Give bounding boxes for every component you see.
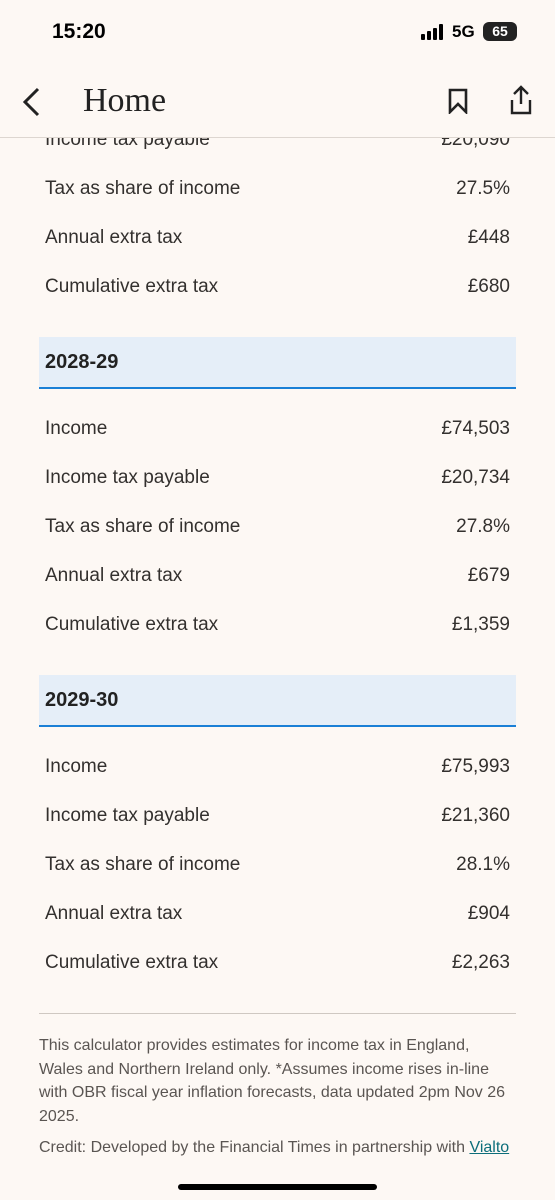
row-value: £679 xyxy=(467,564,510,586)
divider xyxy=(39,1013,516,1014)
row-label: Income tax payable xyxy=(45,804,210,826)
row-label: Tax as share of income xyxy=(45,853,241,875)
battery: 65 xyxy=(483,22,517,41)
row-label: Tax as share of income xyxy=(45,515,241,537)
table-row: Tax as share of income 28.1% xyxy=(0,840,555,889)
row-value: £904 xyxy=(467,902,510,924)
credit: Credit: Developed by the Financial Times… xyxy=(39,1136,516,1160)
content: Income tax payable £20,090 Tax as share of… xyxy=(0,138,555,1200)
row-value: £2,263 xyxy=(451,951,510,973)
credit-link[interactable]: Vialto xyxy=(469,1139,510,1156)
row-label: Annual extra tax xyxy=(45,226,183,248)
row-label: Income xyxy=(45,755,108,777)
credit-text: Credit: Developed by the Financial Times… xyxy=(39,1139,465,1156)
row-value: £21,360 xyxy=(441,804,510,826)
signal-icon xyxy=(421,24,443,40)
row-label: Income xyxy=(45,417,108,439)
row-value: 27.8% xyxy=(456,515,510,537)
table-row: Annual extra tax £904 xyxy=(0,889,555,938)
row-value: £20,734 xyxy=(441,466,510,488)
table-row: Cumulative extra tax £680 xyxy=(0,262,555,311)
table-row: Income £74,503 xyxy=(0,404,555,453)
row-value: £1,359 xyxy=(451,613,510,635)
table-row: Income tax payable £20,090 xyxy=(0,138,555,164)
row-label: Annual extra tax xyxy=(45,564,183,586)
row-value: £20,090 xyxy=(441,138,510,150)
table-row: Income £75,993 xyxy=(0,742,555,791)
table-row: Annual extra tax £448 xyxy=(0,213,555,262)
network: 5G xyxy=(452,22,475,41)
row-value: 27.5% xyxy=(456,177,510,199)
table-row: Tax as share of income 27.8% xyxy=(0,502,555,551)
table-row: Annual extra tax £679 xyxy=(0,551,555,600)
row-value: £74,503 xyxy=(441,417,510,439)
row-value: 28.1% xyxy=(456,853,510,875)
row-label: Tax as share of income xyxy=(45,177,241,199)
row-label: Annual extra tax xyxy=(45,902,183,924)
year-header: 2029-30 xyxy=(39,675,516,727)
table-row: Income tax payable £20,734 xyxy=(0,453,555,502)
home-indicator xyxy=(178,1184,377,1190)
footnote: This calculator provides estimates for i… xyxy=(39,1037,506,1125)
share-button[interactable] xyxy=(508,84,534,116)
row-label: Income tax payable xyxy=(45,138,210,150)
back-button[interactable] xyxy=(20,86,44,118)
nav-bar: Home xyxy=(0,70,555,138)
table-row: Cumulative extra tax £1,359 xyxy=(0,600,555,649)
row-value: £448 xyxy=(467,226,510,248)
status-bar: 15:20 5G 65 xyxy=(0,0,555,70)
clock: 15:20 xyxy=(52,20,106,43)
year-header: 2028-29 xyxy=(39,337,516,389)
row-label: Income tax payable xyxy=(45,466,210,488)
row-value: £75,993 xyxy=(441,755,510,777)
table-row: Tax as share of income 27.5% xyxy=(0,164,555,213)
table-row: Cumulative extra tax £2,263 xyxy=(0,938,555,987)
nav-title: Home xyxy=(83,82,167,119)
content-inner: Income tax payable £20,090 Tax as share of… xyxy=(0,138,555,1160)
row-label: Cumulative extra tax xyxy=(45,613,219,635)
row-value: £680 xyxy=(467,275,510,297)
row-label: Cumulative extra tax xyxy=(45,951,219,973)
table-row: Income tax payable £21,360 xyxy=(0,791,555,840)
bookmark-button[interactable] xyxy=(447,88,469,114)
row-label: Cumulative extra tax xyxy=(45,275,219,297)
